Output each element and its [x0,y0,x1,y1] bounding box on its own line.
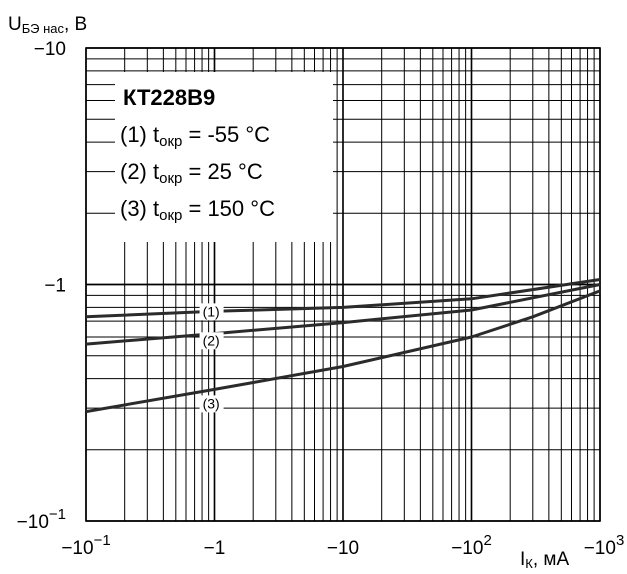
x-tick-label: −103 [584,532,625,559]
curve-label-1: (1) [203,303,220,319]
legend-text: КТ228В9 (1) tокр = -55 °C (2) tокр = 25 °C… [120,85,275,224]
x-tick-label: −10 [327,538,359,559]
legend-entry-2: (2) tокр = 25 °C [120,159,263,187]
y-tick-label: −10 [34,39,66,60]
curve-label-bg [199,395,224,413]
curve-labels: (1) (2) (3) [199,303,224,413]
series-line-2 [85,283,601,346]
x-tick-label: −1 [204,538,226,559]
curve-label-bg [199,332,224,350]
legend-entry-1: (1) tокр = -55 °C [120,122,270,150]
y-tick-label: −1 [44,276,66,297]
legend-box [115,72,333,242]
curve-label-bg [199,303,224,321]
x-tick-label: −102 [451,532,492,559]
y-tick-label: −10−1 [17,506,66,533]
x-axis-title: IК, мА [520,549,569,571]
series-line-1 [85,278,601,319]
y-axis-title: UБЭ нас, В [8,14,87,36]
curve-label-2: (2) [203,332,220,348]
legend-title: КТ228В9 [123,85,215,110]
series-line-3 [85,289,601,414]
series-layer [85,278,601,414]
curve-label-3: (3) [203,395,220,411]
x-tick-label: −10−1 [61,532,110,559]
legend-entry-3: (3) tокр = 150 °C [120,196,275,224]
